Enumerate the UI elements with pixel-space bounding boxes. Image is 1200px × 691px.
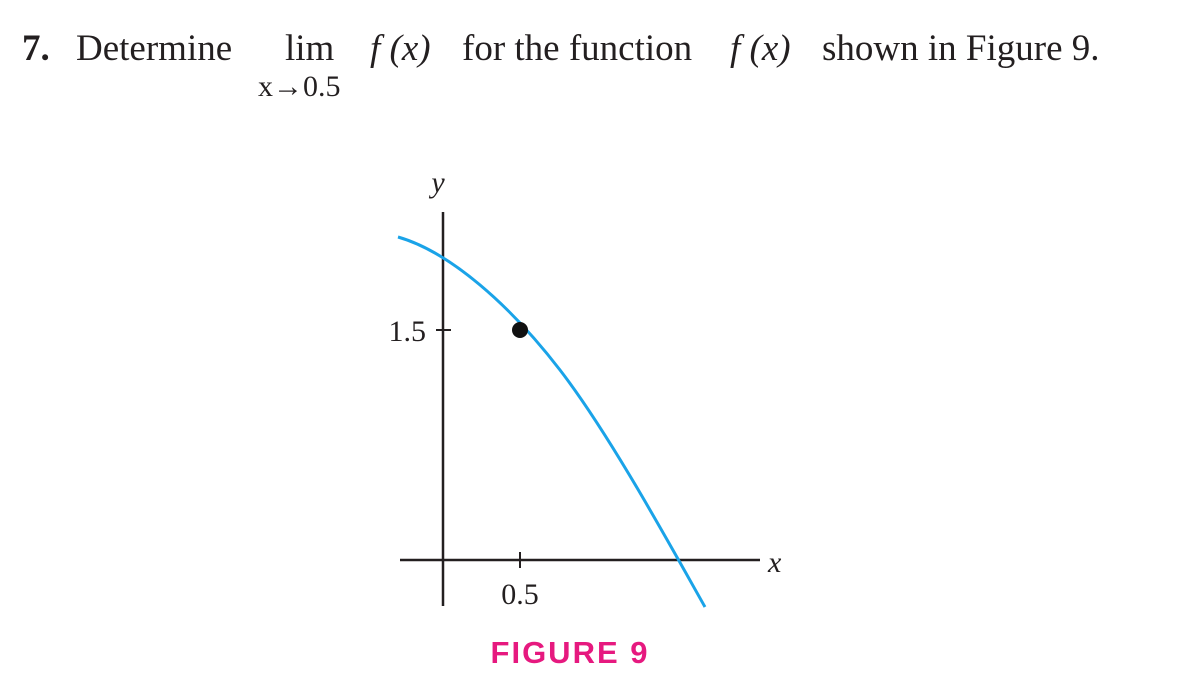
problem-number: 7. (22, 28, 50, 69)
tail-text: shown in Figure 9. (822, 28, 1100, 69)
limit: lim (285, 28, 335, 69)
y-label: y (428, 166, 445, 199)
expression: f (x) (370, 28, 431, 69)
function: f (x) (730, 28, 791, 69)
y-tick-label: 1.5 (389, 315, 427, 348)
figure-caption: FIGURE 9 (491, 635, 650, 670)
figure: y 1.5 0.5 x FIGURE 9 (389, 166, 783, 670)
curve (397, 235, 707, 608)
point (512, 322, 528, 338)
middle-text: for the function (462, 28, 692, 69)
lead-text: Determine (76, 28, 232, 69)
x-tick-label: 0.5 (501, 578, 539, 611)
x-label: x (767, 546, 782, 579)
limit-approach: x→0.5 (258, 70, 341, 103)
